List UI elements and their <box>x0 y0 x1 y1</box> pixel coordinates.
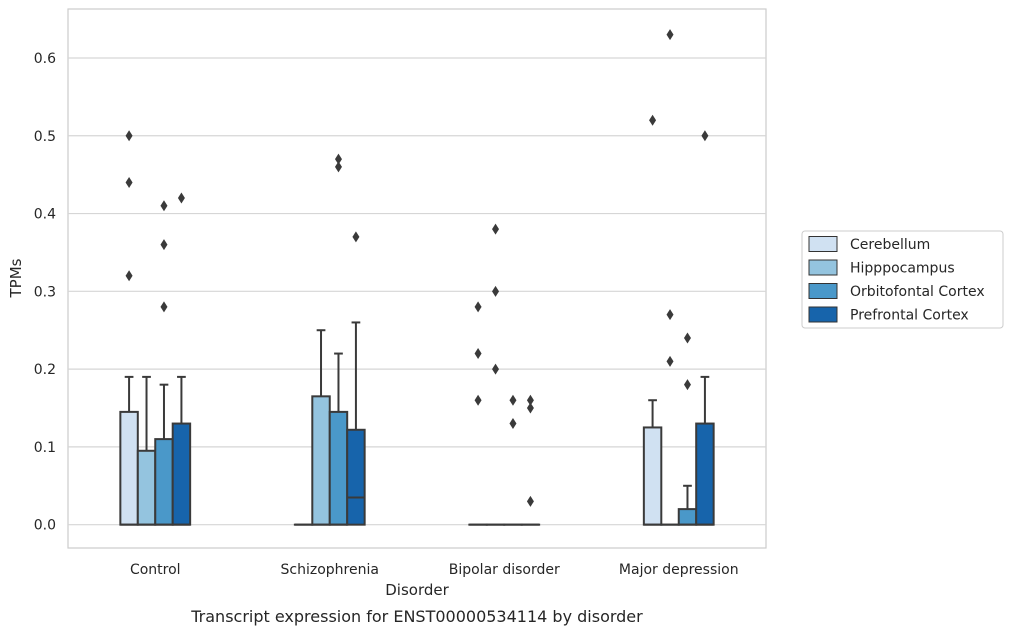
y-tick-label: 0.5 <box>34 129 56 145</box>
box <box>346 428 366 526</box>
outlier-point <box>334 161 342 173</box>
y-axis-label: TPMs <box>7 258 25 298</box>
legend-label: Prefrontal Cortex <box>850 308 969 324</box>
legend-label: Orbitofontal Cortex <box>850 284 985 300</box>
x-tick-labels: Control Schizophrenia Bipolar disorder Majo… <box>130 562 739 578</box>
box <box>154 438 174 526</box>
outlier-point <box>160 239 168 251</box>
y-tick-label: 0.3 <box>34 284 56 300</box>
outlier-point <box>526 402 534 414</box>
outlier-point <box>474 301 482 313</box>
legend-label: Cerebellum <box>850 237 930 253</box>
outlier-point <box>160 301 168 313</box>
outlier-point <box>125 176 133 188</box>
legend-label: Hipppocampus <box>850 261 955 277</box>
y-tick-label: 0.6 <box>34 51 56 67</box>
x-tick-label: Bipolar disorder <box>449 562 560 578</box>
outlier-point <box>509 394 517 406</box>
legend-frame <box>801 230 1004 329</box>
outlier-point <box>701 130 709 142</box>
x-tick-label: Major depression <box>619 562 739 578</box>
outlier-point <box>352 231 360 243</box>
outlier-point <box>509 418 517 430</box>
box <box>171 422 192 526</box>
outlier-point <box>683 379 691 391</box>
y-tick-label: 0.4 <box>34 207 56 223</box>
box <box>328 410 349 526</box>
legend: Cerebellum Hipppocampus Orbitofontal Corte… <box>801 230 1004 329</box>
outlier-point <box>160 200 168 212</box>
box-groups <box>119 29 715 526</box>
outlier-point <box>649 114 657 126</box>
x-tick-label: Control <box>130 562 181 578</box>
box <box>642 426 663 526</box>
box-group <box>293 153 366 526</box>
outlier-point <box>474 394 482 406</box>
x-axis-label: Disorder <box>385 581 449 599</box>
outlier-point <box>492 223 500 235</box>
box-group <box>119 130 192 526</box>
x-tick-label: Schizophrenia <box>281 562 379 578</box>
outlier-point <box>492 285 500 297</box>
legend-swatch <box>808 306 838 323</box>
box <box>311 395 331 526</box>
box-group <box>642 29 715 526</box>
outlier-point <box>526 394 534 406</box>
outlier-point <box>666 355 674 367</box>
outlier-point <box>666 29 674 41</box>
box <box>119 410 139 526</box>
outlier-point <box>177 192 185 204</box>
outlier-point <box>666 309 674 321</box>
outlier-point <box>492 363 500 375</box>
outlier-point <box>334 153 342 165</box>
y-tick-labels: 0.0 0.1 0.2 0.3 0.4 0.5 0.6 <box>34 51 56 534</box>
box <box>136 449 157 526</box>
outlier-point <box>125 270 133 282</box>
y-tick-label: 0.0 <box>34 518 56 534</box>
y-tick-label: 0.1 <box>34 440 56 456</box>
outlier-point <box>683 332 691 344</box>
y-tick-label: 0.2 <box>34 362 56 378</box>
outlier-point <box>474 348 482 360</box>
box-group <box>468 223 541 526</box>
legend-swatch <box>808 283 838 299</box>
outlier-point <box>125 130 133 142</box>
outlier-point <box>526 495 534 507</box>
figure-caption: Transcript expression for ENST0000053411… <box>190 607 643 626</box>
box <box>695 422 715 526</box>
legend-swatch <box>808 236 838 252</box>
legend-swatch <box>808 259 838 276</box>
box <box>677 508 698 526</box>
